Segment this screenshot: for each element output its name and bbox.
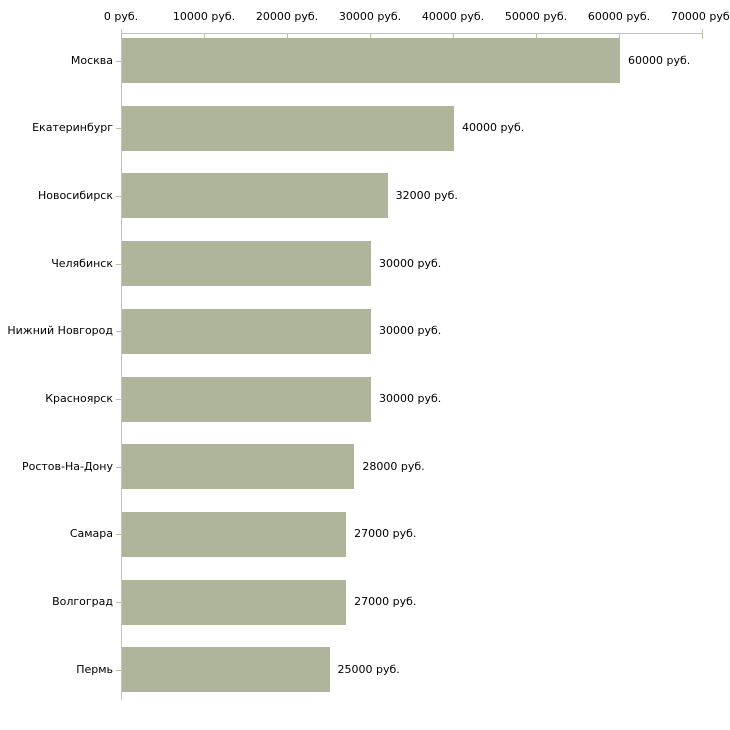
category-label: Екатеринбург <box>32 121 113 135</box>
bar <box>122 511 347 557</box>
value-label: 27000 руб. <box>354 595 417 609</box>
x-axis-tick-label: 40000 руб. <box>421 10 485 23</box>
value-label: 30000 руб. <box>379 324 442 338</box>
value-label: 27000 руб. <box>354 527 417 541</box>
bar <box>122 376 371 422</box>
value-label: 60000 руб. <box>628 53 691 67</box>
x-axis-tick-mark <box>287 34 288 39</box>
category-tick-mark <box>116 399 121 400</box>
x-axis-tick-mark <box>702 34 703 39</box>
category-tick-mark <box>116 670 121 671</box>
x-axis-tick-mark <box>204 34 205 39</box>
axis-endcap-left <box>121 29 122 33</box>
category-tick-mark <box>116 467 121 468</box>
bar <box>122 241 371 287</box>
category-tick-mark <box>116 128 121 129</box>
x-axis-tick-label: 30000 руб. <box>338 10 402 23</box>
category-tick-mark <box>116 61 121 62</box>
category-label: Нижний Новгород <box>7 324 113 338</box>
x-axis-tick-mark <box>121 34 122 39</box>
x-axis-tick-mark <box>370 34 371 39</box>
x-axis-tick-label: 20000 руб. <box>255 10 319 23</box>
category-tick-mark <box>116 602 121 603</box>
category-tick-mark <box>116 534 121 535</box>
category-label: Ростов-На-Дону <box>21 459 113 473</box>
value-label: 40000 руб. <box>462 121 525 135</box>
bar <box>122 308 371 354</box>
x-axis-tick-mark <box>619 34 620 39</box>
bar <box>122 173 388 219</box>
category-tick-mark <box>116 331 121 332</box>
x-axis-tick-mark <box>453 34 454 39</box>
category-label: Челябинск <box>51 256 113 270</box>
category-label: Самара <box>69 527 113 541</box>
x-axis-tick-label: 70000 руб. <box>670 10 730 23</box>
category-tick-mark <box>116 264 121 265</box>
x-axis-line <box>121 33 703 34</box>
x-axis-tick-label: 0 руб. <box>103 10 139 23</box>
value-label: 28000 руб. <box>362 459 425 473</box>
category-label: Москва <box>70 53 113 67</box>
value-label: 25000 руб. <box>337 662 400 676</box>
x-axis-tick-label: 10000 руб. <box>172 10 236 23</box>
bar <box>122 38 620 83</box>
category-label: Пермь <box>76 662 113 676</box>
bar <box>122 647 330 693</box>
bar <box>122 105 454 151</box>
value-label: 30000 руб. <box>379 256 442 270</box>
bar <box>122 579 347 625</box>
category-label: Волгоград <box>52 595 113 609</box>
x-axis-tick-label: 50000 руб. <box>504 10 568 23</box>
bar <box>122 444 355 490</box>
x-axis-tick-label: 60000 руб. <box>587 10 651 23</box>
value-label: 30000 руб. <box>379 392 442 405</box>
category-label: Красноярск <box>45 392 113 405</box>
y-axis-line <box>121 33 122 700</box>
category-tick-mark <box>116 196 121 197</box>
category-label: Новосибирск <box>37 188 113 202</box>
value-label: 32000 руб. <box>395 188 458 202</box>
x-axis-tick-mark <box>536 34 537 39</box>
axis-endcap-right <box>702 29 703 33</box>
